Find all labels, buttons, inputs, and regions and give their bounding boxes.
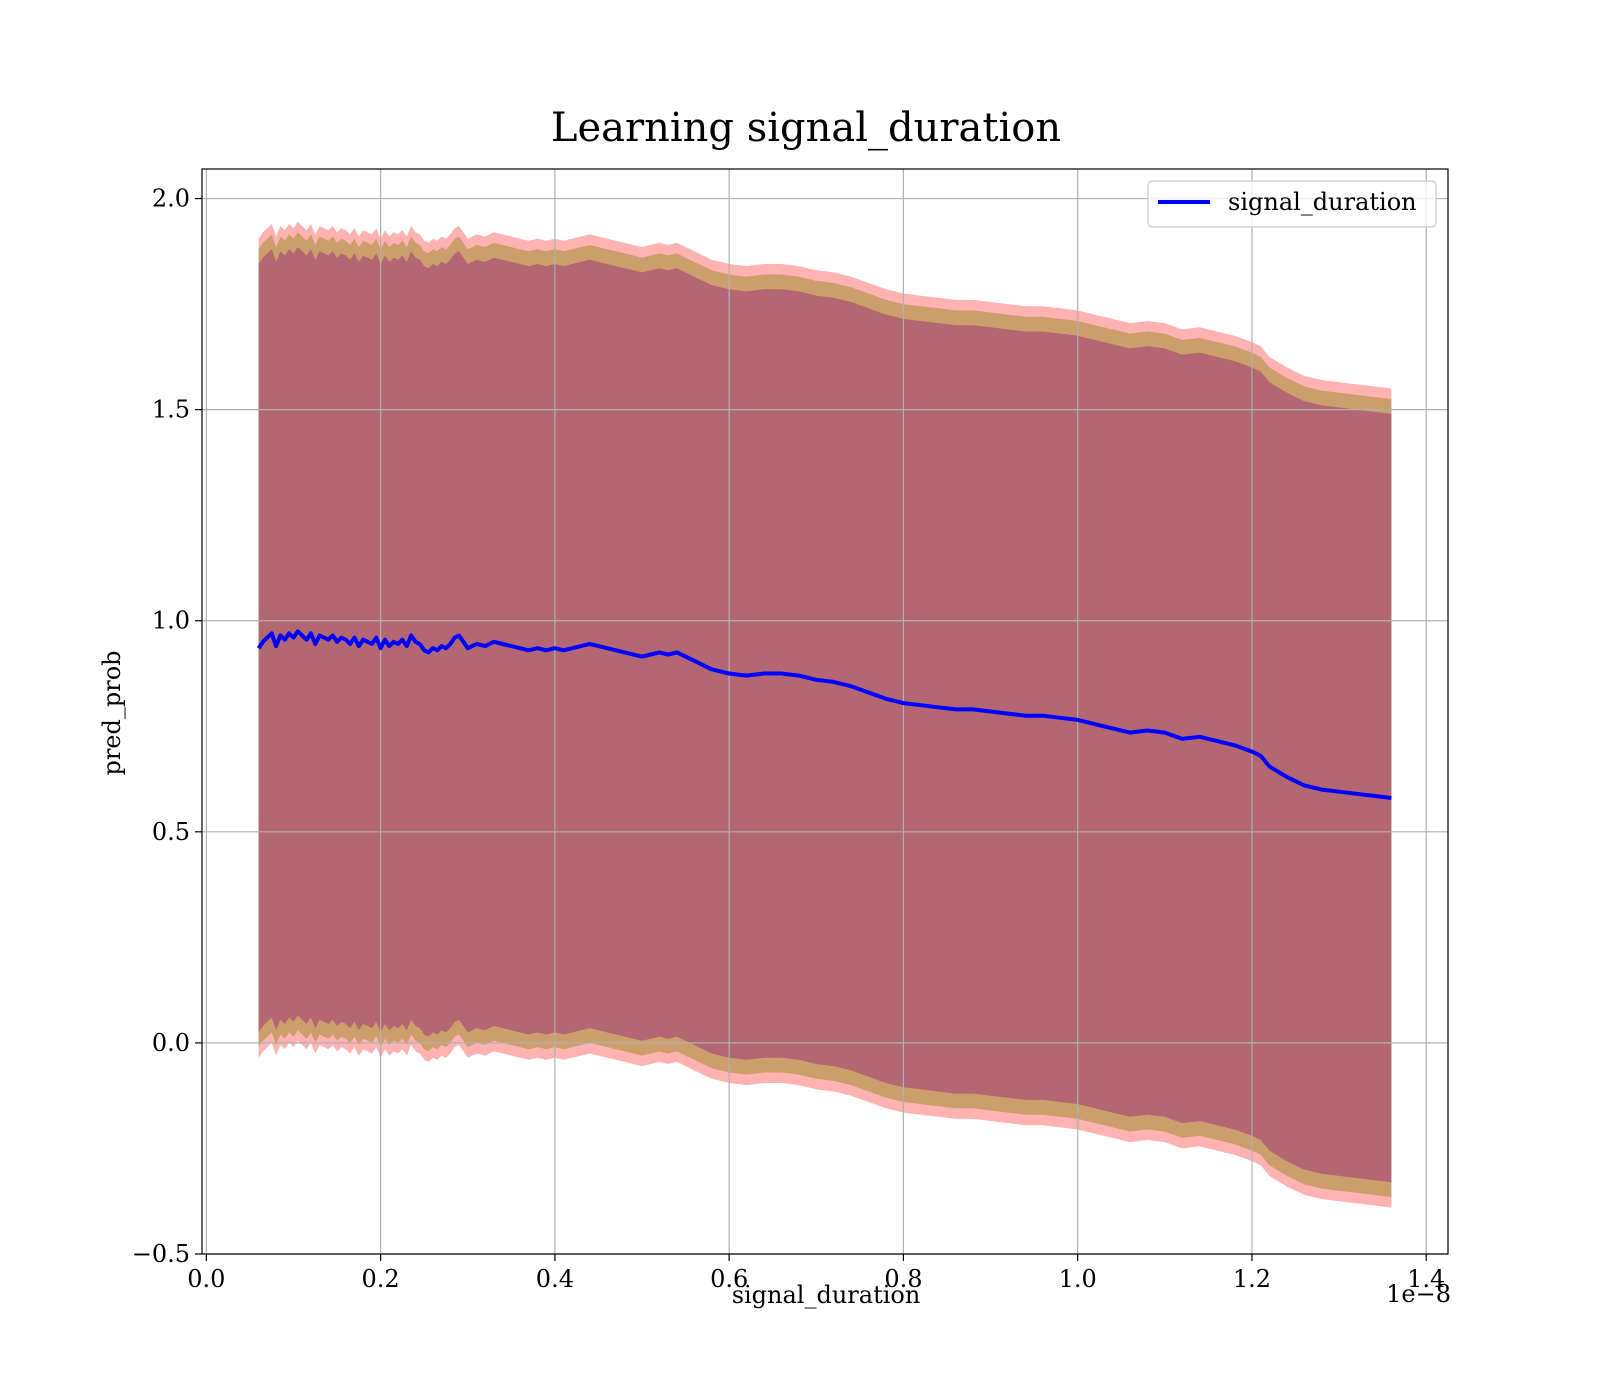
y-axis-ticks: −0.5 0.0 0.5 1.0 1.5 2.0 bbox=[132, 185, 202, 1268]
confidence-band-0 bbox=[258, 221, 1392, 1208]
chart-title: Learning signal_duration bbox=[551, 105, 1061, 151]
legend-label: signal_duration bbox=[1228, 188, 1417, 216]
x-tick-label: 1.0 bbox=[1059, 1265, 1097, 1293]
x-axis-ticks: 0.0 0.2 0.4 0.6 0.8 1.0 1.2 1.4 bbox=[187, 1254, 1445, 1293]
x-axis-label: signal_duration bbox=[732, 1281, 921, 1309]
x-tick-label: 0.4 bbox=[536, 1265, 574, 1293]
plot-frame bbox=[201, 168, 1449, 1255]
y-axis-label: pred_prob bbox=[98, 650, 126, 775]
confidence-band-2 bbox=[258, 247, 1392, 1183]
legend: signal_duration bbox=[1147, 180, 1437, 228]
x-axis-offset-label: 1e−8 bbox=[1386, 1280, 1451, 1308]
x-tick-label: 0.8 bbox=[884, 1265, 922, 1293]
y-tick-label: 2.0 bbox=[152, 185, 190, 213]
y-tick-label: 1.0 bbox=[152, 607, 190, 635]
series-lines bbox=[256, 629, 1392, 800]
y-tick-label: 1.5 bbox=[152, 396, 190, 424]
series-line-0 bbox=[256, 629, 1392, 800]
confidence-band-1 bbox=[258, 232, 1392, 1198]
y-tick-label: 0.5 bbox=[152, 818, 190, 846]
y-tick-label: −0.5 bbox=[132, 1240, 190, 1268]
y-tick-label: 0.0 bbox=[152, 1029, 190, 1057]
x-tick-label: 0.6 bbox=[710, 1265, 748, 1293]
confidence-bands bbox=[258, 221, 1392, 1208]
legend-box bbox=[1147, 180, 1437, 228]
x-tick-label: 0.0 bbox=[187, 1265, 225, 1293]
x-tick-label: 1.2 bbox=[1233, 1265, 1271, 1293]
x-tick-label: 0.2 bbox=[362, 1265, 400, 1293]
x-tick-label: 1.4 bbox=[1407, 1265, 1445, 1293]
